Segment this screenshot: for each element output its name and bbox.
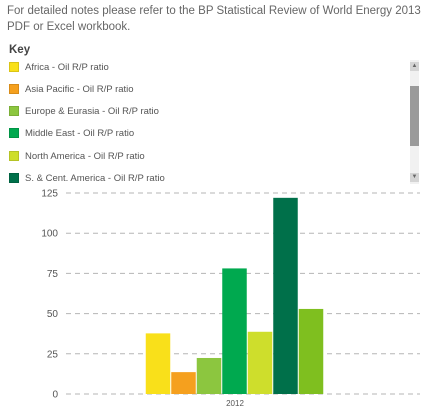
notes-text: For detailed notes please refer to the B… xyxy=(7,5,421,33)
scroll-down-button[interactable]: ▼ xyxy=(410,173,419,182)
y-tick-label: 100 xyxy=(41,229,58,240)
x-tick-label: 2012 xyxy=(226,399,244,408)
legend-item-africa[interactable]: Africa - Oil R/P ratio xyxy=(9,60,109,74)
bar xyxy=(273,197,298,394)
y-tick-label: 75 xyxy=(47,269,59,280)
legend-label: North America - Oil R/P ratio xyxy=(25,150,145,162)
bar xyxy=(196,357,222,394)
legend-item-s-cent-america[interactable]: S. & Cent. America - Oil R/P ratio xyxy=(9,171,165,185)
scroll-thumb[interactable] xyxy=(410,86,419,146)
legend-swatch xyxy=(9,173,19,183)
legend-swatch xyxy=(9,84,19,94)
bar xyxy=(222,268,247,394)
legend-swatch xyxy=(9,106,19,116)
legend-label: Asia Pacific - Oil R/P ratio xyxy=(25,83,134,95)
bar xyxy=(171,372,196,394)
scroll-up-button[interactable]: ▲ xyxy=(410,62,419,71)
legend-title: Key xyxy=(9,44,31,56)
legend-item-middle-east[interactable]: Middle East - Oil R/P ratio xyxy=(9,126,134,140)
bar xyxy=(247,331,273,394)
y-tick-label: 0 xyxy=(52,390,58,401)
y-tick-label: 25 xyxy=(47,349,59,360)
legend-swatch xyxy=(9,128,19,138)
arrow-up-icon: ▲ xyxy=(411,63,418,69)
legend-label: Africa - Oil R/P ratio xyxy=(25,61,109,73)
legend-scrollbar[interactable]: ▲ ▼ xyxy=(410,60,419,184)
bar xyxy=(298,308,324,394)
legend-swatch xyxy=(9,151,19,161)
legend-swatch xyxy=(9,62,19,72)
bar xyxy=(145,333,171,394)
y-tick-label: 50 xyxy=(47,309,59,320)
legend-item-asia-pacific[interactable]: Asia Pacific - Oil R/P ratio xyxy=(9,82,134,96)
legend-item-north-america[interactable]: North America - Oil R/P ratio xyxy=(9,149,145,163)
arrow-down-icon: ▼ xyxy=(411,174,418,180)
legend-label: Europe & Eurasia - Oil R/P ratio xyxy=(25,105,159,117)
legend-label: Middle East - Oil R/P ratio xyxy=(25,127,135,139)
legend-label: S. & Cent. America - Oil R/P ratio xyxy=(25,172,165,184)
y-tick-label: 125 xyxy=(41,189,58,200)
legend-item-europe-eurasia[interactable]: Europe & Eurasia - Oil R/P ratio xyxy=(9,104,159,118)
